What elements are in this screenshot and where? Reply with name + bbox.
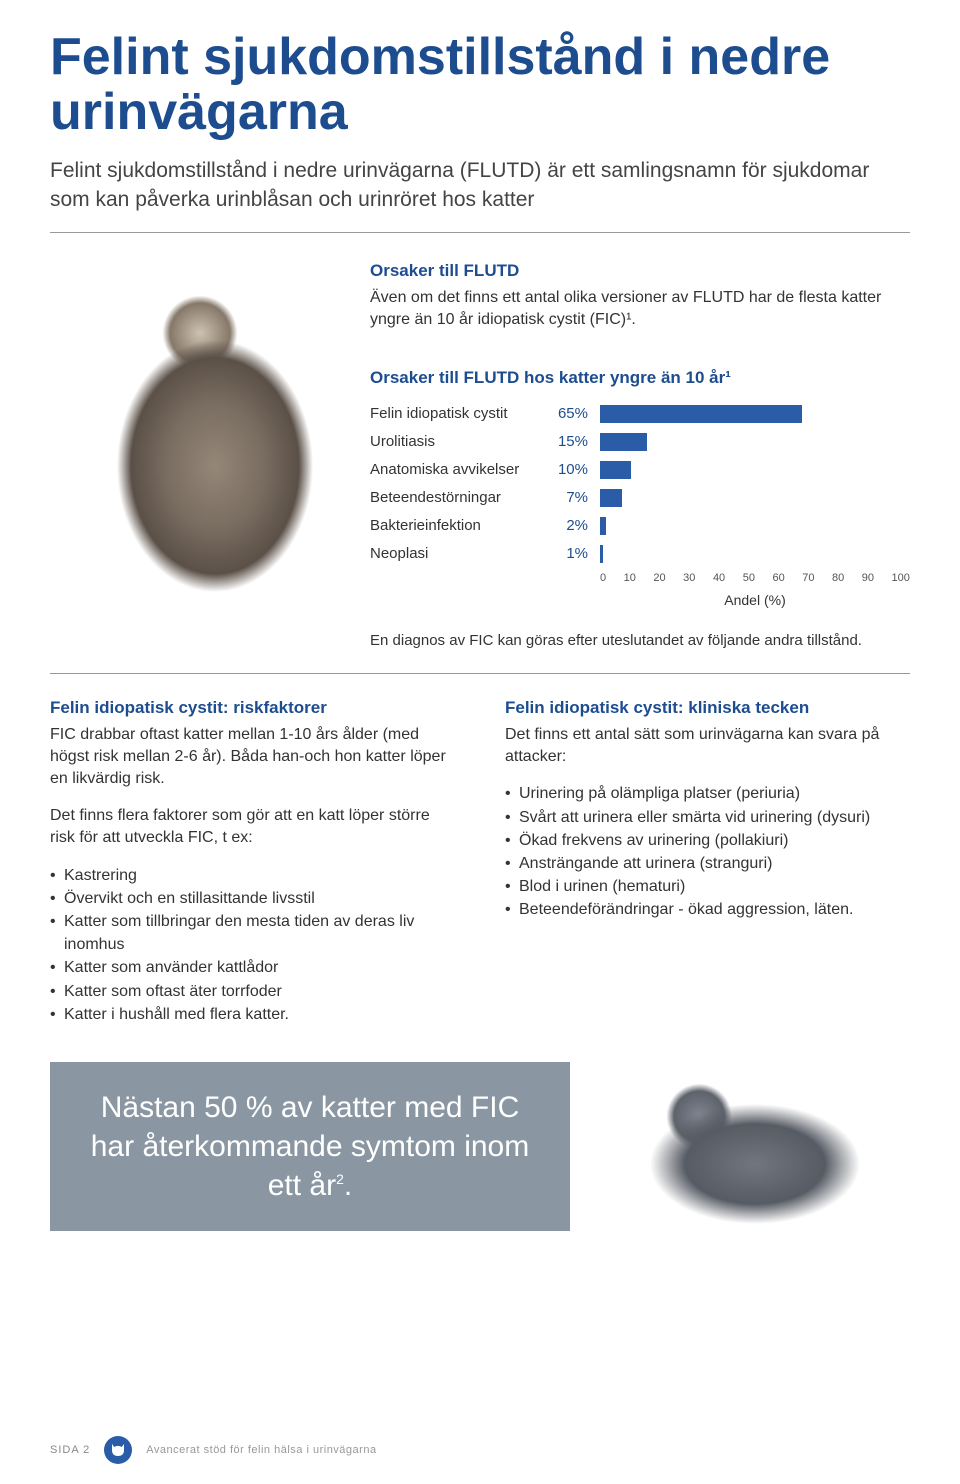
list-item: Kastrering <box>50 864 455 887</box>
chart-note: En diagnos av FIC kan göras efter uteslu… <box>370 632 910 649</box>
chart-rows: Felin idiopatisk cystit65%Urolitiasis15%… <box>370 400 910 568</box>
chart-bar <box>600 489 622 507</box>
footer: SIDA 2 Avancerat stöd för felin hälsa i … <box>50 1436 910 1464</box>
chart-row-value: 2% <box>550 517 600 534</box>
risk-p1: FIC drabbar oftast katter mellan 1-10 år… <box>50 724 455 791</box>
list-item: Blod i urinen (hematuri) <box>505 875 910 898</box>
causes-text: Även om det finns ett antal olika versio… <box>370 287 910 332</box>
chart-row: Beteendestörningar7% <box>370 484 910 512</box>
chart-row: Neoplasi1% <box>370 540 910 568</box>
chart-row-label: Anatomiska avvikelser <box>370 461 550 478</box>
risk-column: Felin idiopatisk cystit: riskfaktorer FI… <box>50 698 455 1026</box>
cat-icon <box>104 1436 132 1464</box>
chart-bar <box>600 433 647 451</box>
risk-heading: Felin idiopatisk cystit: riskfaktorer <box>50 698 455 718</box>
axis-tick: 30 <box>683 572 695 584</box>
axis-tick: 100 <box>892 572 910 584</box>
list-item: Svårt att urinera eller smärta vid urine… <box>505 806 910 829</box>
chart-row-value: 7% <box>550 489 600 506</box>
axis-tick: 60 <box>772 572 784 584</box>
axis-tick: 80 <box>832 572 844 584</box>
chart-row: Bakterieinfektion2% <box>370 512 910 540</box>
axis-tick: 10 <box>624 572 636 584</box>
axis-tick: 0 <box>600 572 606 584</box>
list-item: Övervikt och en stillasittande livsstil <box>50 887 455 910</box>
chart-row-label: Felin idiopatisk cystit <box>370 405 550 422</box>
list-item: Ansträngande att urinera (stranguri) <box>505 852 910 875</box>
chart-row-value: 65% <box>550 405 600 422</box>
chart-row-label: Neoplasi <box>370 545 550 562</box>
top-section: Orsaker till FLUTD Även om det finns ett… <box>50 257 910 649</box>
clinical-list: Urinering på olämpliga platser (periuria… <box>505 782 910 921</box>
list-item: Urinering på olämpliga platser (periuria… <box>505 782 910 805</box>
callout-text: Nästan 50 % av katter med FIC har återko… <box>84 1088 536 1205</box>
chart-row-label: Bakterieinfektion <box>370 517 550 534</box>
causes-heading: Orsaker till FLUTD <box>370 261 910 281</box>
list-item: Ökad frekvens av urinering (pollakiuri) <box>505 829 910 852</box>
clinical-column: Felin idiopatisk cystit: kliniska tecken… <box>505 698 910 1026</box>
chart-axis: 0 10 20 30 40 50 60 70 80 90 100 <box>370 572 910 584</box>
axis-tick: 70 <box>802 572 814 584</box>
chart-bar <box>600 545 603 563</box>
chart-bar <box>600 461 631 479</box>
list-item: Katter som oftast äter torrfoder <box>50 980 455 1003</box>
divider-mid <box>50 673 910 674</box>
chart-row: Urolitiasis15% <box>370 428 910 456</box>
chart-row-value: 15% <box>550 433 600 450</box>
axis-tick: 90 <box>862 572 874 584</box>
chart-bar <box>600 517 606 535</box>
chart-row-label: Beteendestörningar <box>370 489 550 506</box>
list-item: Katter som använder kattlådor <box>50 956 455 979</box>
chart-axis-label: Andel (%) <box>600 592 910 608</box>
risk-p2: Det finns flera faktorer som gör att en … <box>50 805 455 850</box>
footer-page: SIDA 2 <box>50 1444 90 1456</box>
page-title: Felint sjukdomstillstånd i nedre urinväg… <box>50 30 910 139</box>
chart-block: Orsaker till FLUTD hos katter yngre än 1… <box>370 368 910 649</box>
divider-top <box>50 232 910 233</box>
cat-image <box>50 257 350 637</box>
callout-box: Nästan 50 % av katter med FIC har återko… <box>50 1062 570 1231</box>
two-column: Felin idiopatisk cystit: riskfaktorer FI… <box>50 698 910 1026</box>
list-item: Katter som tillbringar den mesta tiden a… <box>50 910 455 956</box>
callout-row: Nästan 50 % av katter med FIC har återko… <box>50 1062 910 1232</box>
axis-tick: 50 <box>743 572 755 584</box>
risk-list: KastreringÖvervikt och en stillasittande… <box>50 864 455 1026</box>
axis-tick: 20 <box>653 572 665 584</box>
footer-tagline: Avancerat stöd för felin hälsa i urinväg… <box>146 1444 376 1456</box>
chart-row-value: 1% <box>550 545 600 562</box>
chart-heading: Orsaker till FLUTD hos katter yngre än 1… <box>370 368 910 388</box>
chart-row: Felin idiopatisk cystit65% <box>370 400 910 428</box>
intro-text: Felint sjukdomstillstånd i nedre urinväg… <box>50 157 910 214</box>
chart-row-label: Urolitiasis <box>370 433 550 450</box>
list-item: Beteendeförändringar - ökad aggression, … <box>505 898 910 921</box>
chart-row: Anatomiska avvikelser10% <box>370 456 910 484</box>
chart-bar <box>600 405 802 423</box>
cat-image-2 <box>600 1062 910 1232</box>
chart-row-value: 10% <box>550 461 600 478</box>
axis-tick: 40 <box>713 572 725 584</box>
clinical-heading: Felin idiopatisk cystit: kliniska tecken <box>505 698 910 718</box>
list-item: Katter i hushåll med flera katter. <box>50 1003 455 1026</box>
clinical-p1: Det finns ett antal sätt som urinvägarna… <box>505 724 910 769</box>
